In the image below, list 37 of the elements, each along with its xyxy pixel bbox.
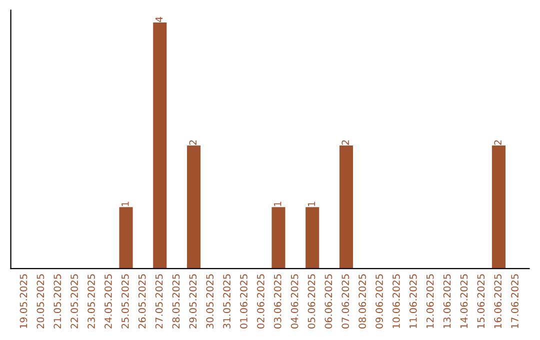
data-label: 4 xyxy=(155,16,163,22)
x-tick-label: 15.06.2025 xyxy=(477,274,485,328)
x-tick-label: 22.05.2025 xyxy=(70,274,78,328)
x-tick-label: 29.05.2025 xyxy=(189,274,197,328)
x-tick-label: 25.05.2025 xyxy=(121,274,129,328)
x-tick-label: 07.06.2025 xyxy=(342,274,350,328)
x-tick-label: 20.05.2025 xyxy=(36,274,44,328)
x-tick-label: 23.05.2025 xyxy=(88,274,95,328)
x-tick-label: 05.06.2025 xyxy=(308,274,316,328)
x-tick-label: 11.06.2025 xyxy=(409,274,417,328)
data-label: 2 xyxy=(189,140,196,145)
data-label: 1 xyxy=(274,202,282,206)
x-tick-label: 13.06.2025 xyxy=(443,274,451,328)
data-label: 2 xyxy=(342,140,349,145)
x-tick-label: 02.06.2025 xyxy=(256,274,264,328)
data-label: 1 xyxy=(122,202,129,206)
x-tick-label: 31.05.2025 xyxy=(223,274,230,328)
x-tick-label: 24.05.2025 xyxy=(104,274,112,328)
x-tick-label: 17.06.2025 xyxy=(511,274,518,328)
x-tick-label: 14.06.2025 xyxy=(460,274,468,328)
x-tick-label: 30.05.2025 xyxy=(206,274,214,328)
x-tick-label: 04.06.2025 xyxy=(290,274,298,328)
x-tick-label: 28.05.2025 xyxy=(172,274,180,328)
x-tick-label: 03.06.2025 xyxy=(274,274,282,328)
x-tick-label: 19.05.2025 xyxy=(20,274,28,328)
x-tick-label: 09.06.2025 xyxy=(376,274,383,328)
x-tick-label: 12.06.2025 xyxy=(426,274,434,328)
x-tick-label: 01.06.2025 xyxy=(240,274,248,328)
data-label: 1 xyxy=(308,202,316,206)
data-label: 2 xyxy=(494,140,502,145)
x-tick-label: 08.06.2025 xyxy=(358,274,366,328)
x-tick-label: 06.06.2025 xyxy=(324,274,332,328)
x-tick-label: 10.06.2025 xyxy=(392,274,400,328)
x-tick-label: 26.05.2025 xyxy=(138,274,146,328)
x-tick-label: 21.05.2025 xyxy=(54,274,62,328)
x-tick-label: 27.05.2025 xyxy=(155,274,163,328)
x-tick-label: 16.06.2025 xyxy=(494,274,502,328)
